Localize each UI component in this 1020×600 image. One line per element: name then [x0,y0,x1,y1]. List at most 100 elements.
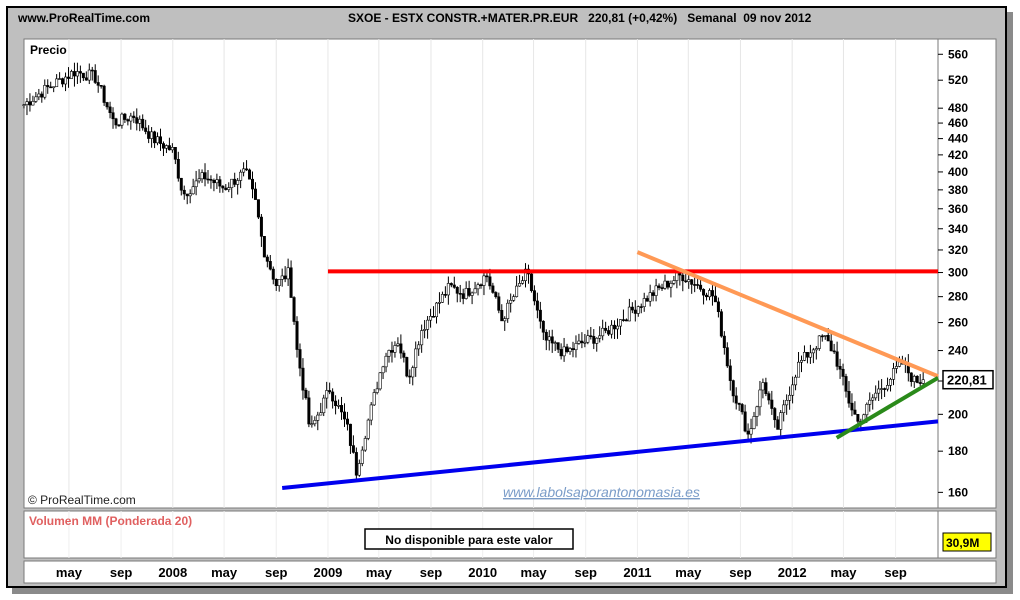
price-candle [102,85,106,103]
price-candle [746,430,750,435]
x-tick-label: 2010 [468,565,497,580]
price-candle [761,382,765,391]
price-candle [550,336,554,344]
price-candle [660,287,664,289]
price-candle [601,327,605,337]
price-candle [891,368,895,380]
price-candle [67,76,71,79]
price-candle [595,337,599,344]
price-candle [289,267,293,298]
price-candle [880,388,884,390]
price-candle [621,319,625,321]
price-candle [429,316,433,321]
price-candle [446,283,450,296]
price-candle [69,71,73,79]
price-candle [138,118,142,124]
price-candle [850,402,854,411]
y-tick-label: 300 [948,266,968,280]
price-candle [556,342,560,350]
price-candle [684,280,688,283]
price-candle [794,376,798,386]
price-candle [37,93,41,98]
price-candle [384,355,388,368]
price-candle [111,112,115,120]
price-candle [663,280,667,289]
price-candle [482,275,486,286]
price-candle [713,295,717,303]
price-candle [135,117,139,124]
price-candle [259,216,263,237]
price-candle [256,199,260,218]
price-candle [31,101,35,106]
x-tick-label: may [521,565,548,580]
price-candle [46,85,50,88]
price-candle [414,348,418,368]
price-candle [645,298,649,302]
series-label: Precio [30,43,67,57]
price-candle [108,106,112,114]
price-candle [194,180,198,188]
price-candle [823,335,827,337]
price-candle [610,324,614,335]
price-candle [791,384,795,396]
price-candle [301,367,305,391]
price-candle [589,335,593,337]
price-candle [120,113,124,126]
price-candle [817,335,821,349]
price-candle [871,397,875,401]
price-candle [613,324,617,330]
price-candle [179,177,183,191]
price-candle [348,423,352,446]
price-candle [248,169,252,180]
price-candle [532,290,536,302]
price-candle [227,187,231,190]
price-candle [366,419,370,439]
price-candle [236,180,240,185]
price-candle [752,416,756,429]
y-tick-label: 320 [948,243,968,257]
price-candle [206,178,210,181]
price-candle [55,78,59,88]
price-candle [203,172,207,180]
price-candle [402,352,406,358]
price-candle [375,388,379,393]
price-candle [129,115,133,122]
price-candle [877,388,881,394]
price-candle [883,388,887,390]
price-candle [461,293,465,299]
x-tick-label: sep [575,565,597,580]
price-candle [334,400,338,407]
price-candle [188,193,192,197]
price-candle [405,357,409,377]
price-candle [728,365,732,381]
price-candle [749,428,753,435]
site-name: www.ProRealTime.com [18,11,151,25]
last-value-badge [942,369,994,390]
price-candle [286,267,290,280]
price-candle [562,346,566,357]
price-candle [242,168,246,173]
price-candle [618,319,622,327]
price-candle [503,318,507,322]
price-candle [43,85,47,98]
x-tick-label: 2008 [158,565,187,580]
price-candle [159,136,163,144]
price-candle [586,335,590,343]
price-candle [34,96,38,102]
price-candle [22,104,26,106]
price-candle [230,178,234,188]
x-tick-label: 2009 [313,565,342,580]
price-candle [209,179,213,181]
price-candle [553,342,557,344]
price-candle [476,284,480,290]
price-candle [363,438,367,451]
price-candle [500,310,504,322]
x-tick-label: sep [884,565,906,580]
y-tick-label: 280 [948,290,968,304]
price-candle [805,351,809,358]
y-tick-label: 180 [948,444,968,458]
x-tick-label: sep [265,565,287,580]
x-tick-label: sep [729,565,751,580]
y-tick-label: 260 [948,316,968,330]
price-candle [559,349,563,357]
